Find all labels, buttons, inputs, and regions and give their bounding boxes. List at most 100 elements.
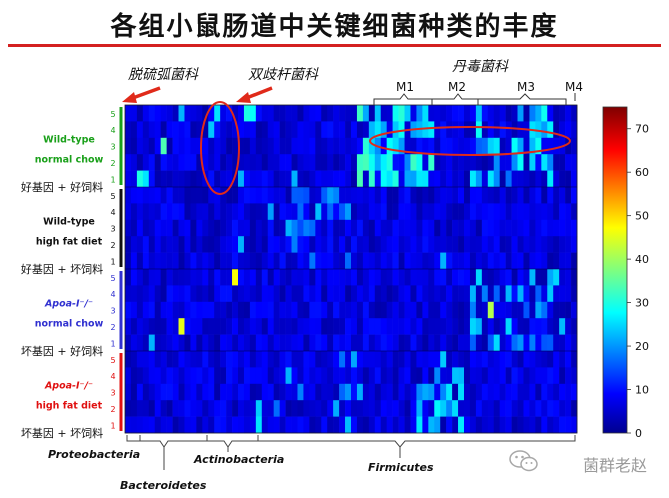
heatmap-cell <box>416 269 423 286</box>
heatmap-cell <box>469 236 477 253</box>
heatmap-cell <box>404 269 411 286</box>
heatmap-cell <box>232 318 239 335</box>
heatmap-cell <box>315 203 322 221</box>
group-label-line2: normal chow <box>35 154 104 165</box>
heatmap-cell <box>499 187 506 204</box>
heatmap-cell <box>541 301 548 319</box>
heatmap-cell <box>535 203 542 221</box>
heatmap-cell <box>380 367 387 385</box>
heatmap-cell <box>321 367 328 385</box>
heatmap-cell <box>190 285 197 303</box>
heatmap-cell <box>160 187 167 204</box>
heatmap-cell <box>505 301 512 319</box>
heatmap-cell <box>541 269 548 286</box>
heatmap-cell <box>547 351 554 368</box>
heatmap-cell <box>297 318 304 335</box>
heatmap-cell <box>505 285 512 303</box>
heatmap-cell <box>226 170 233 188</box>
heatmap-cell <box>130 400 138 417</box>
heatmap-cell <box>571 416 578 434</box>
heatmap-cell <box>142 170 150 188</box>
heatmap-cell <box>267 334 274 352</box>
heatmap-cell <box>249 105 257 122</box>
heatmap-cell <box>404 219 411 237</box>
heatmap-cell <box>214 383 221 401</box>
row-label: 3 <box>110 307 115 316</box>
heatmap-cell <box>547 105 554 122</box>
heatmap-cell <box>529 170 536 188</box>
heatmap-cell <box>428 301 435 319</box>
heatmap-cell <box>339 236 346 253</box>
heatmap-cell <box>398 400 405 417</box>
heatmap-cell <box>309 137 316 155</box>
module-brackets <box>373 93 576 105</box>
heatmap-cell <box>374 318 382 335</box>
heatmap-cell <box>130 170 138 188</box>
heatmap-cell <box>190 236 197 253</box>
heatmap-cell <box>333 318 340 335</box>
heatmap-cell <box>238 367 245 385</box>
heatmap-cell <box>446 318 453 335</box>
heatmap-cell <box>333 416 340 434</box>
heatmap-cell <box>475 219 483 237</box>
heatmap-cell <box>440 318 447 335</box>
row-label: 1 <box>110 257 115 266</box>
heatmap-cell <box>273 367 280 385</box>
heatmap-cell <box>291 219 298 237</box>
heatmap-cell <box>321 318 328 335</box>
colorbar-tick-label: 30 <box>635 297 649 310</box>
heatmap-cell <box>148 351 156 368</box>
heatmap-cell <box>321 416 328 434</box>
heatmap-cell <box>220 170 227 188</box>
phylum-brackets <box>126 435 576 470</box>
heatmap-cell <box>261 219 269 237</box>
heatmap-cell <box>130 187 138 204</box>
heatmap-cell <box>410 318 417 335</box>
heatmap-cell <box>160 400 167 417</box>
heatmap-cell <box>125 318 132 335</box>
heatmap-cell <box>238 301 245 319</box>
heatmap-cell <box>160 334 167 352</box>
heatmap-cell <box>136 269 144 286</box>
heatmap-cell <box>232 236 239 253</box>
heatmap-cell <box>208 187 215 204</box>
heatmap-cell <box>291 187 298 204</box>
heatmap-cell <box>142 154 150 171</box>
heatmap-cell <box>130 367 138 385</box>
heatmap-cell <box>475 285 483 303</box>
heatmap-cell <box>315 236 322 253</box>
heatmap-cell <box>446 383 453 401</box>
heatmap-cell <box>499 252 506 270</box>
heatmap-cell <box>422 334 429 352</box>
heatmap-cell <box>261 416 269 434</box>
heatmap-cell <box>374 154 382 171</box>
heatmap-cell <box>142 105 150 122</box>
heatmap-cell <box>261 367 269 385</box>
heatmap-cell <box>154 400 161 417</box>
heatmap-cell <box>142 301 150 319</box>
heatmap-cell <box>267 105 274 122</box>
heatmap-cell <box>553 236 560 253</box>
heatmap-cell <box>452 367 459 385</box>
heatmap-cell <box>368 383 376 401</box>
heatmap-cell <box>398 252 405 270</box>
heatmap-cell <box>351 187 358 204</box>
heatmap-cell <box>154 269 161 286</box>
heatmap-cell <box>249 269 257 286</box>
heatmap-cell <box>422 121 429 139</box>
heatmap-cell <box>178 154 185 171</box>
heatmap-cell <box>267 203 274 221</box>
heatmap-cell <box>166 285 173 303</box>
heatmap-cell <box>458 137 465 155</box>
heatmap-cell <box>285 334 292 352</box>
heatmap-cell <box>351 252 358 270</box>
heatmap-cell <box>142 187 150 204</box>
heatmap-cell <box>392 301 399 319</box>
heatmap-cell <box>434 187 441 204</box>
heatmap-cell <box>505 105 512 122</box>
heatmap-cell <box>475 351 483 368</box>
heatmap-cell <box>571 301 578 319</box>
heatmap-cell <box>410 383 417 401</box>
heatmap-cell <box>160 416 167 434</box>
heatmap-cell <box>148 105 156 122</box>
